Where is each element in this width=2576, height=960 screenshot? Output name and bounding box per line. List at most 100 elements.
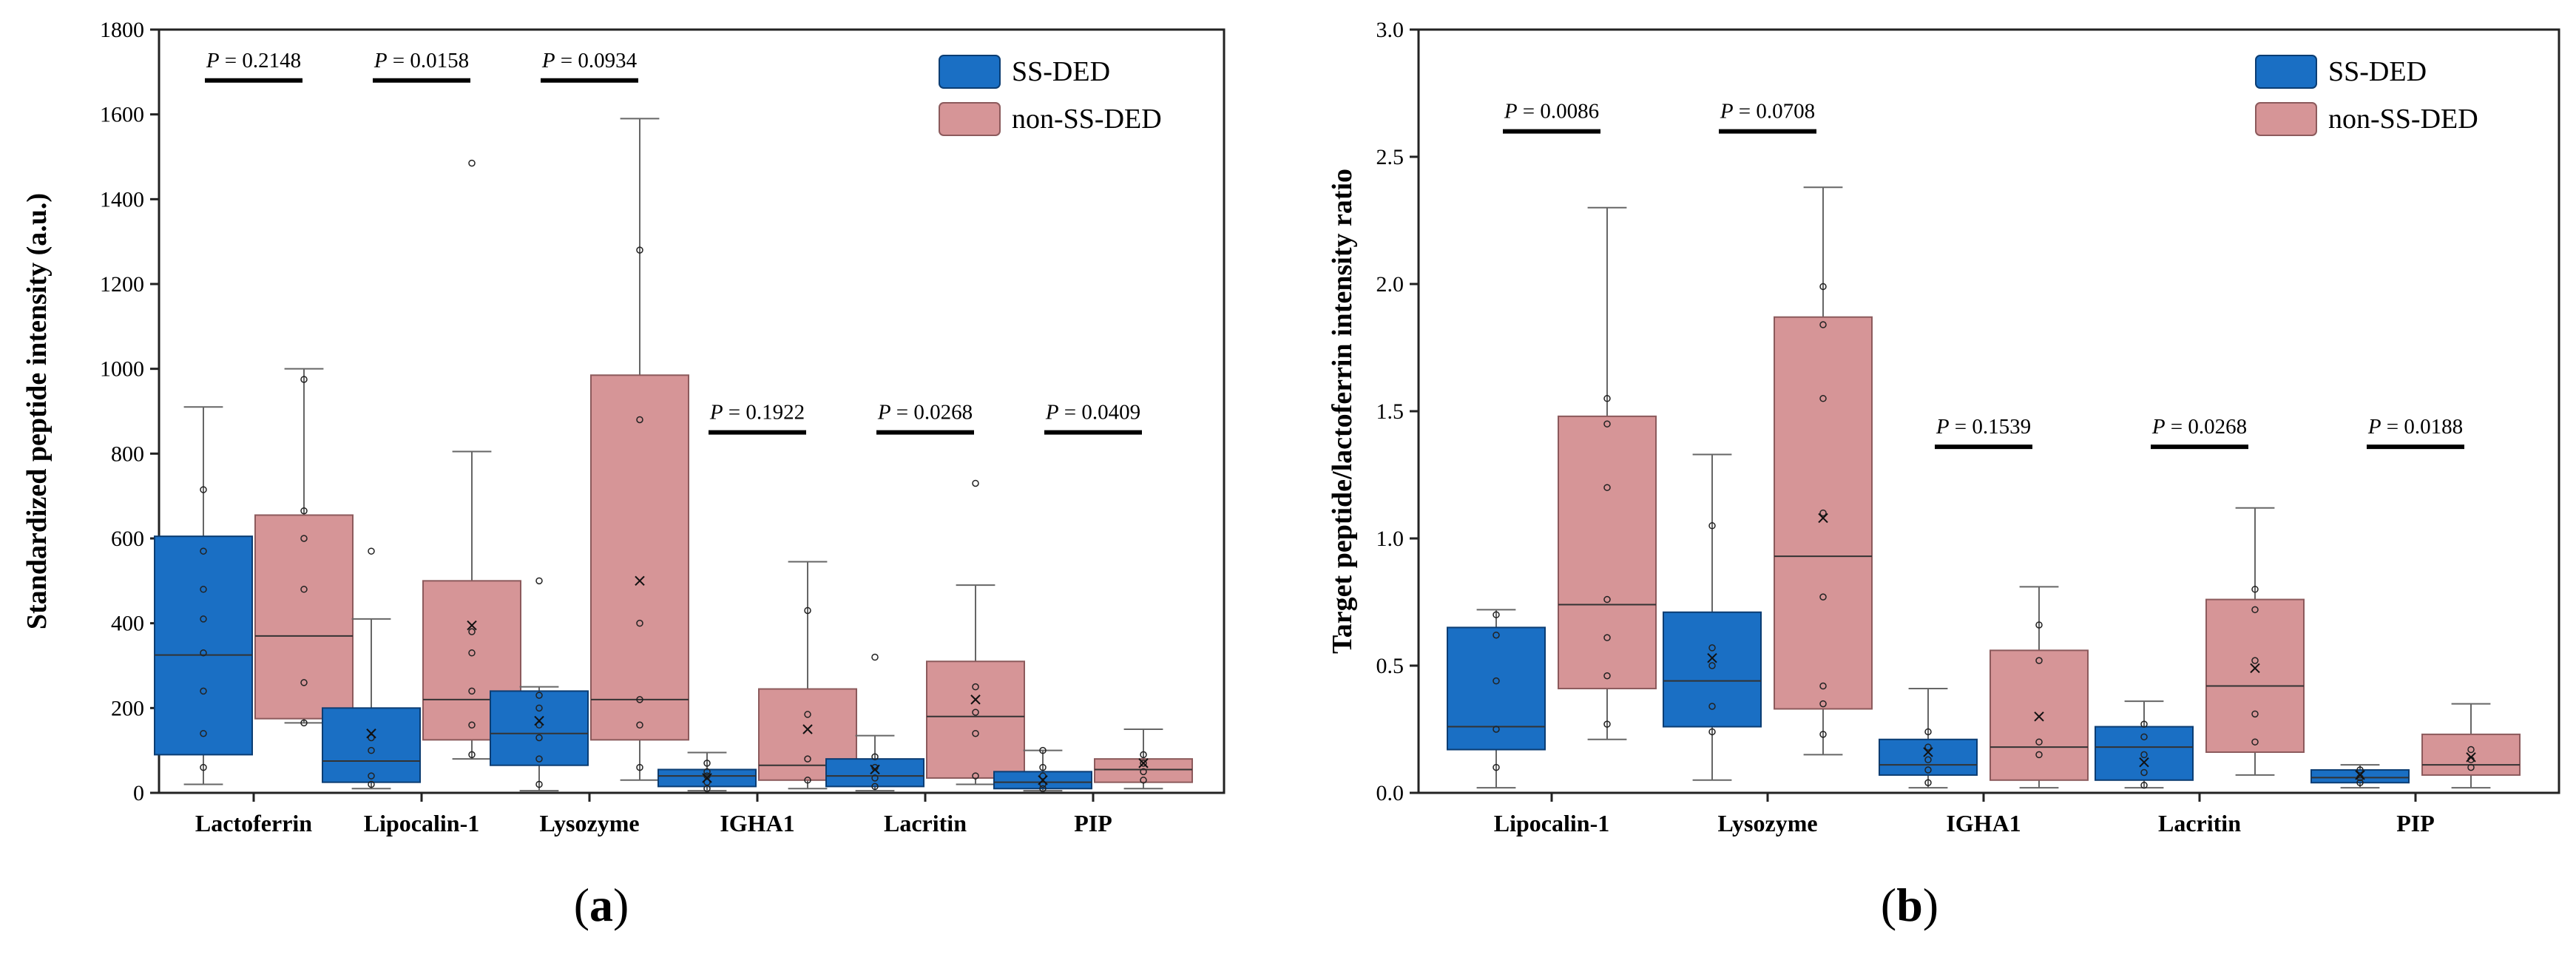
data-point bbox=[200, 763, 207, 771]
y-tick-label: 1800 bbox=[100, 18, 144, 42]
p-value-text: = 0.0188 bbox=[2381, 415, 2464, 439]
data-point bbox=[2035, 738, 2043, 746]
mean-x-stroke bbox=[1818, 513, 1828, 524]
mean-marker bbox=[2034, 711, 2044, 722]
data-point bbox=[871, 774, 879, 782]
box-body bbox=[1447, 626, 1546, 751]
data-point bbox=[535, 780, 543, 788]
box-non-ss-ded bbox=[926, 479, 1025, 785]
p-value-label: P = 0.0934 bbox=[541, 49, 638, 72]
data-point bbox=[468, 628, 476, 635]
mean-x-stroke bbox=[970, 694, 981, 705]
data-point bbox=[2035, 751, 2043, 759]
p-symbol: P bbox=[1045, 401, 1059, 425]
data-point bbox=[2140, 768, 2148, 777]
p-value-label: P = 0.0268 bbox=[2151, 415, 2247, 439]
box-ss-ded bbox=[490, 577, 589, 792]
data-point bbox=[200, 547, 207, 555]
legend-swatch bbox=[939, 102, 1001, 136]
box-body bbox=[926, 660, 1025, 779]
legend-label: non-SS-DED bbox=[2328, 104, 2478, 135]
box-non-ss-ded bbox=[1558, 206, 1657, 740]
mean-x-stroke bbox=[467, 620, 477, 631]
data-point bbox=[1603, 395, 1611, 402]
mean-x-stroke bbox=[366, 729, 376, 739]
p-value-text: = 0.0268 bbox=[891, 401, 973, 425]
box-ss-ded bbox=[2310, 764, 2410, 789]
legend: SS-DED non-SS-DED bbox=[939, 55, 1162, 136]
data-point bbox=[1708, 644, 1716, 652]
y-tick-label: 1600 bbox=[100, 103, 144, 127]
box-non-ss-ded bbox=[1774, 186, 1873, 756]
data-point bbox=[1819, 700, 1827, 708]
data-point bbox=[1924, 728, 1932, 736]
mean-x-stroke bbox=[802, 724, 813, 734]
data-point bbox=[1492, 726, 1500, 733]
mean-marker bbox=[702, 773, 712, 783]
data-point bbox=[1603, 484, 1611, 491]
box-non-ss-ded bbox=[758, 561, 857, 790]
box-body bbox=[2421, 733, 2521, 776]
data-point bbox=[804, 606, 811, 615]
data-point bbox=[1492, 611, 1500, 618]
data-point bbox=[200, 586, 207, 593]
data-point bbox=[468, 159, 476, 167]
legend-swatch bbox=[2255, 55, 2317, 89]
mean-marker bbox=[870, 764, 880, 775]
x-tick-label: Lipocalin-1 bbox=[1494, 810, 1609, 836]
data-point bbox=[468, 687, 476, 695]
legend-label: SS-DED bbox=[1012, 56, 1110, 87]
p-value-text: = 0.0934 bbox=[555, 49, 638, 72]
mean-marker bbox=[1923, 747, 1933, 757]
data-point bbox=[1924, 743, 1932, 751]
data-point bbox=[2251, 738, 2259, 746]
mean-marker bbox=[635, 575, 645, 587]
data-point bbox=[2140, 781, 2148, 789]
data-point bbox=[1708, 703, 1716, 710]
panel-label-part: ) bbox=[1923, 879, 1938, 931]
y-tick-label: 800 bbox=[111, 442, 144, 466]
chart-panel-a: 0 200 400 600 800 1000 1200 1400 1600 1800 Standar… bbox=[21, 18, 1226, 931]
data-point bbox=[2356, 766, 2364, 774]
box-ss-ded bbox=[1879, 687, 1978, 789]
box-body bbox=[254, 514, 354, 720]
p-value-text: = 0.0268 bbox=[2166, 415, 2248, 439]
data-point bbox=[636, 416, 643, 424]
data-point bbox=[1708, 522, 1716, 530]
data-point bbox=[1039, 746, 1047, 754]
panel-label-part: ( bbox=[1881, 879, 1896, 931]
data-point bbox=[300, 535, 308, 542]
data-point bbox=[1492, 677, 1500, 685]
data-point bbox=[804, 755, 811, 763]
data-point bbox=[468, 751, 476, 759]
p-symbol: P bbox=[2151, 415, 2166, 439]
mean-marker bbox=[1038, 775, 1048, 785]
data-point bbox=[535, 692, 543, 699]
data-point bbox=[1603, 420, 1611, 427]
x-tick-label: Lactoferrin bbox=[195, 810, 312, 836]
y-tick-label: 400 bbox=[111, 612, 144, 636]
panel-label-part: ( bbox=[574, 879, 589, 931]
data-point bbox=[535, 721, 543, 729]
y-tick-label: 1.5 bbox=[1376, 399, 1404, 424]
box-ss-ded bbox=[2095, 700, 2194, 789]
p-value-label: P = 0.0708 bbox=[1720, 100, 1815, 124]
p-value-text: = 0.0158 bbox=[388, 49, 470, 72]
y-tick-label: 1.0 bbox=[1376, 527, 1404, 551]
data-point bbox=[1140, 760, 1147, 767]
box-body bbox=[2310, 769, 2410, 784]
box-ss-ded bbox=[322, 547, 421, 790]
data-point bbox=[972, 709, 979, 716]
p-value-text: = 0.0086 bbox=[1518, 100, 1600, 124]
data-point bbox=[2140, 720, 2148, 728]
p-symbol: P bbox=[877, 401, 891, 425]
data-point bbox=[1819, 509, 1827, 517]
data-point bbox=[2035, 621, 2043, 629]
box-body bbox=[1774, 316, 1873, 710]
mean-marker bbox=[2250, 663, 2260, 674]
legend-label: SS-DED bbox=[2328, 56, 2427, 87]
data-point bbox=[2140, 733, 2148, 741]
p-value-label: P = 0.0268 bbox=[877, 401, 973, 425]
legend-label: non-SS-DED bbox=[1012, 104, 1162, 135]
data-point bbox=[1819, 283, 1827, 291]
